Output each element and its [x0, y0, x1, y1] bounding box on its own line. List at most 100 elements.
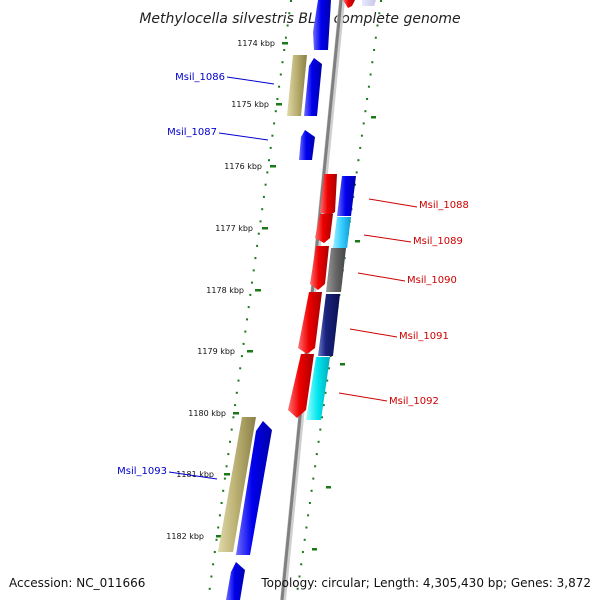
ruler-dot	[240, 355, 243, 358]
ruler-dot	[229, 440, 231, 443]
gene-msil-1093[interactable]	[236, 421, 272, 555]
ruler-dot	[279, 73, 282, 76]
ruler-dot	[230, 428, 233, 431]
ruler-dot	[262, 195, 265, 198]
ruler-dot	[246, 318, 248, 321]
ruler-tick-1181: 1181 kbp	[176, 470, 230, 479]
ruler-dot	[215, 538, 218, 541]
gene-bottom-partial-blue[interactable]	[226, 562, 245, 600]
ruler-dot	[298, 575, 301, 578]
ruler-dot	[225, 465, 228, 468]
gene-label-msil-1090[interactable]: Msil_1090	[407, 275, 457, 286]
gene-label-msil-1092[interactable]: Msil_1092	[389, 396, 439, 407]
gene-top-partial-red[interactable]	[343, 0, 355, 8]
gene-msil-1091[interactable]	[318, 294, 340, 356]
gene-top-partial-pale[interactable]	[362, 0, 376, 6]
gene-msil-1089[interactable]	[333, 217, 351, 248]
ruler-dot	[307, 514, 310, 517]
ruler-dot	[328, 367, 330, 370]
ruler-dot	[254, 257, 257, 260]
gene-msil-1091-red[interactable]	[298, 292, 322, 354]
gene-msil-1092[interactable]	[306, 357, 330, 420]
ruler-dot	[355, 171, 358, 174]
ruler-tick-1177: 1177 kbp	[215, 224, 268, 233]
gene-label-msil-1089[interactable]: Msil_1089	[413, 236, 463, 247]
gene-msil-1087[interactable]	[299, 130, 315, 160]
ruler-dot	[227, 453, 230, 456]
ruler-dot	[314, 465, 317, 468]
ruler-dot	[244, 330, 247, 333]
ruler-dot	[321, 416, 323, 419]
gene-msil-1093-olive[interactable]	[218, 417, 256, 552]
ruler-dot	[281, 61, 284, 64]
gene-leader-lines	[168, 76, 418, 480]
ruler-tick-1178: 1178 kbp	[206, 286, 261, 295]
ruler-dot	[232, 416, 235, 419]
gene-msil-1086[interactable]	[304, 58, 322, 116]
ruler-dot	[322, 404, 325, 407]
gene-msil-1092-red[interactable]	[288, 354, 314, 418]
ruler-dot	[359, 146, 362, 149]
ruler-dot	[274, 110, 277, 113]
ruler-labels: 1174 kbp 1175 kbp 1176 kbp 1177 kbp 1178…	[166, 39, 288, 541]
ruler-tick-1182: 1182 kbp	[166, 532, 222, 541]
gene-msil-1088-red[interactable]	[320, 174, 337, 216]
ruler-dot	[371, 61, 374, 64]
ruler-tick-1179: 1179 kbp	[197, 347, 253, 356]
ruler-dot	[212, 563, 215, 566]
gene-msil-1089-red[interactable]	[315, 214, 333, 243]
ruler-dot	[234, 404, 237, 407]
ruler-dot	[310, 489, 313, 492]
ruler-dot	[308, 502, 311, 504]
gene-msil-1090[interactable]	[326, 248, 346, 292]
ruler-dot	[376, 24, 379, 27]
ruler-dot	[329, 355, 332, 358]
ruler-dot	[266, 171, 269, 174]
gene-top-partial-blue[interactable]	[313, 0, 331, 50]
ruler-dot	[286, 24, 289, 27]
gene-msil-1088[interactable]	[337, 176, 356, 216]
ruler-label: 1179 kbp	[197, 347, 235, 356]
ruler-dot	[217, 526, 220, 529]
ruler-dot	[242, 342, 245, 345]
ruler-label: 1181 kbp	[176, 470, 214, 479]
ruler-dot	[239, 367, 242, 370]
ruler-dot	[319, 428, 322, 431]
ruler-dot	[362, 122, 365, 125]
gene-label-msil-1088[interactable]: Msil_1088	[419, 200, 469, 211]
ruler-dot	[315, 453, 318, 456]
gene-label-msil-1093[interactable]: Msil_1093	[117, 466, 167, 477]
gene-label-msil-1086[interactable]: Msil_1086	[175, 72, 225, 83]
ruler-dot	[223, 477, 226, 480]
gene-msil-1090-red[interactable]	[310, 246, 329, 290]
ruler-dot	[261, 208, 264, 211]
ruler-dot	[247, 306, 250, 309]
ruler-dot	[312, 477, 315, 480]
ruler-dot	[296, 587, 299, 590]
ruler-label: 1177 kbp	[215, 224, 253, 233]
ruler-dot	[326, 379, 329, 382]
ruler-dot	[252, 269, 255, 272]
ruler-dot	[317, 440, 320, 443]
ruler-dot	[237, 379, 240, 382]
ruler-dot	[354, 183, 356, 186]
ruler-dot	[264, 183, 267, 186]
ruler-dot	[276, 98, 279, 100]
gene-msil-1086-olive[interactable]	[287, 55, 307, 116]
ruler-dot	[324, 391, 327, 394]
ruler-dot	[374, 36, 377, 39]
topology-text: Topology: circular; Length: 4,305,430 bp…	[260, 576, 591, 590]
ruler-tick-1174: 1174 kbp	[237, 39, 288, 48]
ruler-dot	[249, 293, 252, 296]
ruler-tick-1180: 1180 kbp	[188, 409, 239, 418]
ruler-dot	[268, 159, 270, 162]
ruler-dot	[278, 85, 281, 88]
ruler-dot	[283, 49, 286, 51]
ruler-dot	[235, 391, 238, 394]
gene-label-msil-1091[interactable]: Msil_1091	[399, 331, 449, 342]
gene-label-msil-1087[interactable]: Msil_1087	[167, 127, 217, 138]
right-ruler-ticks	[312, 116, 376, 551]
ruler-label: 1180 kbp	[188, 409, 226, 418]
